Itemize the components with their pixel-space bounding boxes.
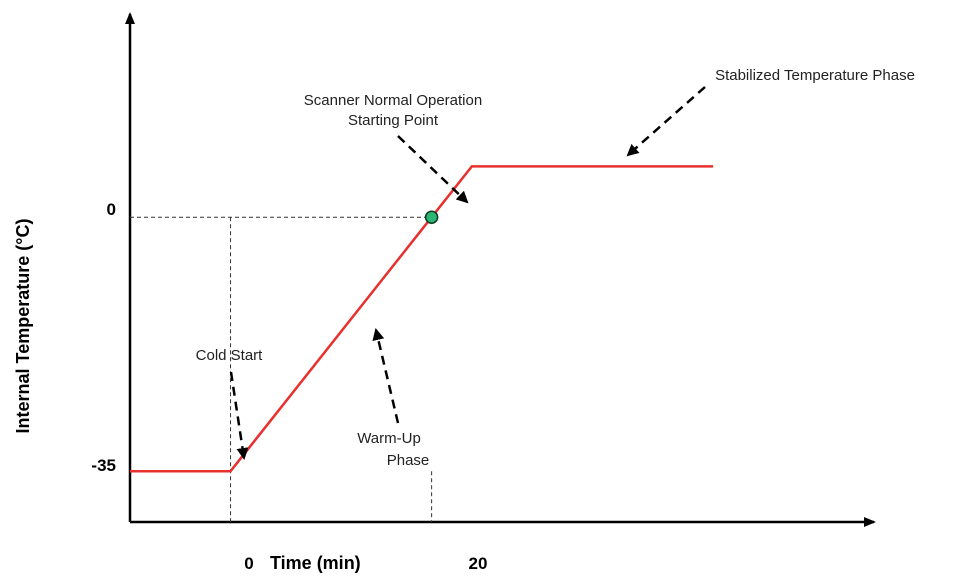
annotation-cold-start: Cold Start [196,347,264,364]
marker-layer [424,210,439,224]
x-tick-label-1: 20 [469,554,488,573]
annotation-arrow-warmup [372,328,400,424]
annotation-arrow-cold-start [229,371,249,460]
y-tick-label-1: -35 [91,456,116,475]
starting-point-marker [424,210,439,224]
reference-lines [130,216,433,522]
y-tick-label-0: 0 [107,200,116,219]
annotation-arrow-stabilized [626,86,706,157]
y-axis-title: Internal Temperature (°C) [13,219,33,434]
annotation-stabilized: Stabilized Temperature Phase [715,67,915,84]
annotation-start-line2: Starting Point [348,112,439,129]
annotation-arrow-start [397,135,469,204]
series-line-0 [130,165,714,473]
x-tick-label-0: 0 [244,554,253,573]
annotation-start-line1: Scanner Normal Operation [304,92,482,109]
x-axis-title: Time (min) [270,553,361,573]
annotation-warmup-line2: Phase [387,452,430,469]
annotation-warmup-line1: Warm-Up [357,430,421,447]
series-layer [130,165,714,473]
